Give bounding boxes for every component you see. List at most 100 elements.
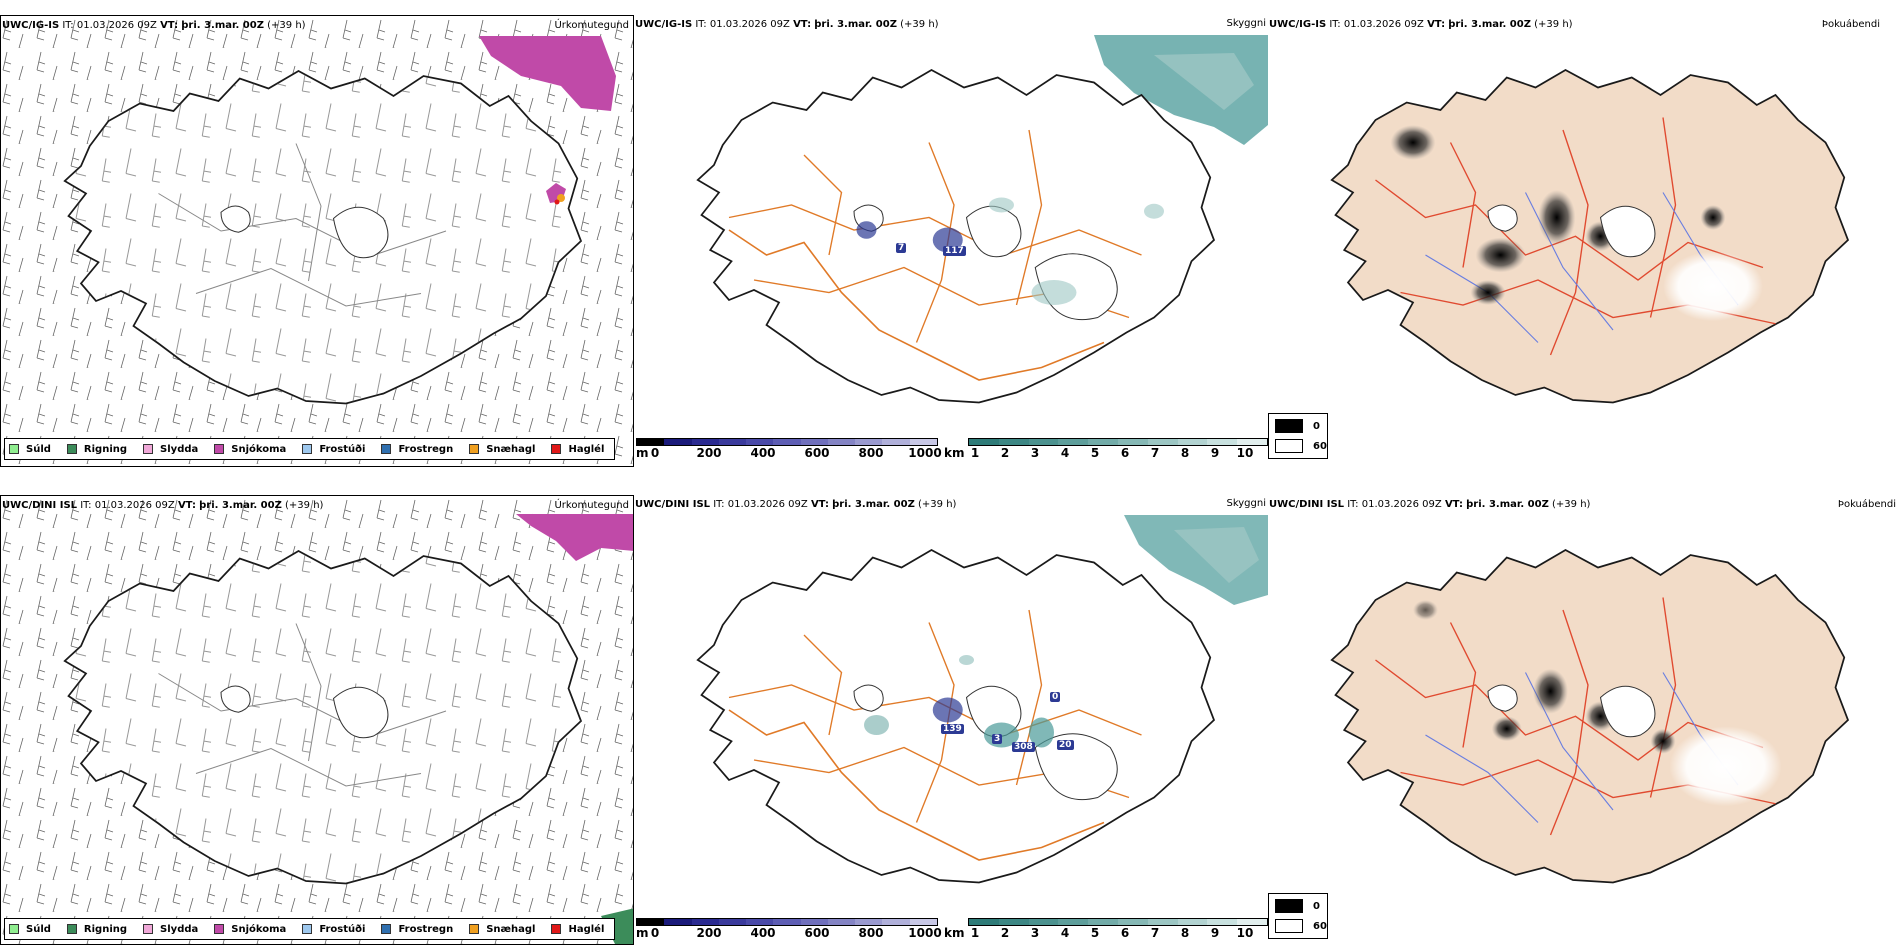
colorbar-segment xyxy=(855,439,883,445)
fog-legend-item: 60 xyxy=(1275,919,1327,933)
precip-legend-item: Slydda xyxy=(143,924,198,935)
precip-legend: Súld Rigning Slydda Snjókoma Frostúði Frostre… xyxy=(4,918,616,940)
vt-label: VT: xyxy=(1444,499,1463,510)
colorbar-segment xyxy=(664,439,692,445)
model-name: UWC/IG-IS xyxy=(1269,19,1327,30)
visibility-colorbar-bottom xyxy=(968,918,1268,926)
it-value: 01.03.2026 09Z xyxy=(727,499,808,510)
colorbar-tick-label: 1000 xyxy=(908,926,942,940)
colorbar-tick-label: 400 xyxy=(750,926,776,940)
vt-label: VT: xyxy=(160,20,179,31)
colorbar-tick-label: 9 xyxy=(1210,446,1220,460)
precip-legend-item: Frostregn xyxy=(381,924,453,935)
colorbar-segment xyxy=(1058,919,1089,925)
fog-swatch xyxy=(1275,919,1303,933)
model-name: UWC/IG-IS xyxy=(635,19,693,30)
colorbar-segment xyxy=(882,439,910,445)
model-name: UWC/DINI ISL xyxy=(635,499,711,510)
fog-legend-item: 0 xyxy=(1275,419,1320,433)
colorbar-tick-label: 5 xyxy=(1090,446,1100,460)
colorbar-segment xyxy=(691,439,719,445)
colorbar-segment xyxy=(1147,439,1178,445)
snow-area xyxy=(516,514,633,561)
precip-legend-item: Rigning xyxy=(66,444,127,455)
fog-swatch xyxy=(1275,439,1303,453)
panel-header: UWC/DINI ISL IT: 01.03.2026 09Z VT: þri.… xyxy=(2,500,323,511)
vt-value: þri. 3.mar. 00Z xyxy=(832,499,915,510)
colorbar-tick-label: 10 xyxy=(1236,926,1254,940)
vt-label: VT: xyxy=(177,500,196,511)
colorbar-segment xyxy=(998,439,1029,445)
panel-header: UWC/IG-IS IT: 01.03.2026 09Z VT: þri. 3.… xyxy=(635,19,939,30)
vt-label: VT: xyxy=(1427,19,1446,30)
ceiling-unit: m xyxy=(636,446,649,460)
it-value: 01.03.2026 09Z xyxy=(1343,19,1424,30)
fog-legend-item: 60 xyxy=(1275,439,1327,453)
colorbar-segment xyxy=(773,919,801,925)
colorbar-segment xyxy=(746,919,774,925)
ceiling-value: 7 xyxy=(896,243,907,253)
precip-legend-item: Frostúði xyxy=(302,444,365,455)
precip-legend-item: Frostregn xyxy=(381,444,453,455)
colorbar-segment xyxy=(1028,439,1059,445)
precip-type-panel-top: UWC/IG-IS IT: 01.03.2026 09Z VT: þri. 3.… xyxy=(0,15,634,467)
colorbar-segment xyxy=(909,439,937,445)
colorbar-segment xyxy=(1177,439,1208,445)
colorbar-tick-label: 400 xyxy=(750,446,776,460)
precip-legend-label: Súld xyxy=(26,443,51,455)
colorbar-segment xyxy=(998,919,1029,925)
precip-legend-label: Súld xyxy=(26,923,51,935)
precip-legend-label: Snjókoma xyxy=(231,923,287,935)
cloud-map-top xyxy=(696,35,1268,404)
vt-value: þri. 3.mar. 00Z xyxy=(181,20,264,31)
colorbar-tick-label: 1000 xyxy=(908,446,942,460)
cloud-map-bottom xyxy=(696,515,1268,884)
lead-time: (+39 h) xyxy=(267,20,306,31)
rain-area xyxy=(601,908,633,944)
precip-swatch xyxy=(469,444,480,454)
colorbar-tick-label: 8 xyxy=(1180,446,1190,460)
visibility-colorbar-top xyxy=(968,438,1268,446)
fog-panel-top: UWC/IG-IS IT: 01.03.2026 09Z VT: þri. 3.… xyxy=(1268,15,1900,467)
colorbar-segment xyxy=(1088,919,1118,925)
colorbar-segment xyxy=(882,919,910,925)
colorbar-tick-label: 2 xyxy=(1000,446,1010,460)
colorbar-segment xyxy=(718,439,747,445)
vt-value: þri. 3.mar. 00Z xyxy=(1466,499,1549,510)
vt-value: þri. 3.mar. 00Z xyxy=(199,500,282,511)
it-label: IT: xyxy=(695,19,707,30)
model-name: UWC/DINI ISL xyxy=(2,500,78,511)
precip-type-panel-bottom: UWC/DINI ISL IT: 01.03.2026 09Z VT: þri.… xyxy=(0,495,634,945)
ceiling-value: 139 xyxy=(941,724,964,734)
precip-swatch xyxy=(66,924,77,934)
vt-label: VT: xyxy=(793,19,812,30)
colorbar-tick-label: 6 xyxy=(1120,926,1130,940)
precip-legend-item: Súld xyxy=(9,924,51,935)
visibility-unit: km xyxy=(944,446,965,460)
it-label: IT: xyxy=(80,500,92,511)
precip-swatch xyxy=(381,444,392,454)
precip-legend-label: Snæhagl xyxy=(486,443,536,455)
colorbar-tick-label: 600 xyxy=(804,446,830,460)
precip-swatch xyxy=(469,924,480,934)
colorbar-tick-label: 2 xyxy=(1000,926,1010,940)
precip-legend-item: Haglél xyxy=(551,444,604,455)
precip-legend-label: Frostúði xyxy=(319,923,366,935)
fog-legend-label: 60 xyxy=(1313,920,1327,932)
precip-legend-item: Snjókoma xyxy=(214,444,286,455)
fog-map-bottom xyxy=(1330,549,1849,884)
colorbar-tick-label: 7 xyxy=(1150,446,1160,460)
colorbar-segment xyxy=(691,919,719,925)
colorbar-segment xyxy=(746,439,774,445)
it-value: 01.03.2026 09Z xyxy=(709,19,790,30)
colorbar-segment xyxy=(855,919,883,925)
colorbar-tick-label: 800 xyxy=(858,926,884,940)
colorbar-segment xyxy=(1147,919,1178,925)
panel-header: UWC/IG-IS IT: 01.03.2026 09Z VT: þri. 3.… xyxy=(1269,19,1573,30)
panel-title-fog: Þokuábendi xyxy=(1821,19,1880,30)
colorbar-segment xyxy=(637,919,665,925)
fog-swatch xyxy=(1275,419,1303,433)
colorbar-tick-label: 9 xyxy=(1210,926,1220,940)
ceiling-colorbar-top xyxy=(636,438,938,446)
precip-legend-label: Rigning xyxy=(83,923,128,935)
